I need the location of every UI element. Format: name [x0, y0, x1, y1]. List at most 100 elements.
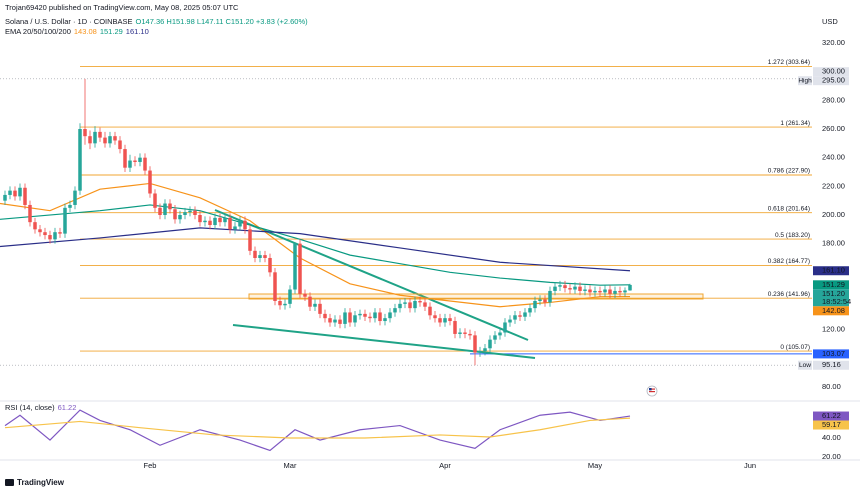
candle-body	[53, 232, 57, 240]
candle-body	[413, 300, 417, 309]
candle-body	[483, 348, 487, 352]
candle-body	[298, 243, 302, 294]
candle-body	[323, 313, 327, 319]
candle-body	[443, 318, 447, 323]
price-tag	[813, 306, 849, 316]
footer: TradingView	[5, 478, 65, 487]
candle-body	[408, 302, 412, 309]
candle-body	[3, 194, 7, 201]
rsi-legend: RSI (14, close) 61.22	[5, 403, 76, 412]
candle-body	[88, 136, 92, 144]
candle-body	[293, 243, 297, 290]
candle-body	[288, 289, 292, 304]
candle-body	[403, 302, 407, 304]
candle-body	[28, 204, 32, 223]
tag-caption: Low	[799, 362, 811, 369]
candle-body	[38, 229, 42, 233]
fib-label: 0 (105.07)	[780, 344, 810, 351]
indicator-value: 151.29	[100, 27, 123, 36]
candle-body	[383, 318, 387, 322]
candle-body	[318, 303, 322, 314]
candle-body	[478, 351, 482, 353]
candle-body	[493, 335, 497, 340]
x-tick-label: Apr	[439, 461, 451, 470]
event-icon-canton	[649, 388, 652, 391]
indicator-legend: EMA 20/50/100/200 143.08 151.29 161.10	[5, 27, 149, 36]
price-tag	[813, 349, 849, 359]
price-tag-label: 151.20	[822, 289, 845, 298]
y-tick-label: 120.00	[822, 325, 845, 334]
candle-body	[573, 286, 577, 290]
candle-body	[158, 207, 162, 215]
candle-body	[98, 131, 102, 138]
event-icon	[646, 385, 658, 397]
countdown: 18:52:54	[822, 297, 851, 306]
candle-body	[283, 303, 287, 306]
y-tick-label: 220.00	[822, 181, 845, 190]
candle-body	[73, 190, 77, 205]
candle-body	[138, 157, 142, 162]
price-tag-label: 103.07	[822, 349, 845, 358]
candle-body	[538, 299, 542, 301]
price-tag-label: 300.00	[822, 67, 845, 76]
candle-body	[468, 333, 472, 336]
price-tag-label: 295.00	[822, 76, 845, 85]
candle-body	[503, 322, 507, 333]
candle-body	[618, 290, 622, 293]
symbol-legend: Solana / U.S. Dollar · 1D · COINBASE O147…	[5, 17, 308, 26]
candle-body	[183, 212, 187, 215]
candle-body	[133, 160, 137, 162]
candle-body	[398, 303, 402, 309]
candle-body	[233, 226, 237, 230]
rsi-tick-label: 20.00	[822, 452, 841, 461]
candle-body	[83, 129, 87, 137]
symbol-title: Solana / U.S. Dollar · 1D · COINBASE	[5, 17, 133, 26]
x-tick-label: Feb	[144, 461, 157, 470]
candle-body	[598, 290, 602, 293]
candle-body	[238, 220, 242, 227]
footer-logo	[5, 479, 14, 486]
tag-caption: High	[798, 77, 812, 84]
candle-body	[253, 250, 257, 258]
candle-body	[603, 289, 607, 293]
y-tick-label: 200.00	[822, 210, 845, 219]
rsi-tag	[813, 411, 849, 421]
candle-body	[258, 255, 262, 258]
candle-body	[448, 318, 452, 322]
candle-body	[363, 313, 367, 317]
candle-body	[218, 217, 222, 223]
candle-body	[578, 286, 582, 291]
candle-body	[368, 316, 372, 319]
candle-body	[278, 300, 282, 306]
y-tick-label: 180.00	[822, 239, 845, 248]
candle-body	[148, 170, 152, 194]
candle-body	[328, 318, 332, 323]
candle-body	[303, 293, 307, 297]
fib-label: 1.272 (303.64)	[768, 59, 810, 66]
published-note: Trojan69420 published on TradingView.com…	[5, 3, 239, 12]
candle-body	[513, 315, 517, 320]
candle-body	[113, 136, 117, 141]
event-icon-stripe	[649, 391, 655, 393]
candle-body	[553, 286, 557, 291]
candle-body	[343, 312, 347, 324]
currency-label: USD	[822, 17, 838, 26]
candle-body	[353, 315, 357, 323]
candle-body	[33, 222, 37, 230]
candle-body	[43, 232, 47, 236]
price-tag-label: 95.16	[822, 360, 841, 369]
ohlc-values: O147.36 H151.98 L147.11 C151.20 +3.83 (+…	[136, 17, 309, 26]
candle-body	[453, 321, 457, 334]
price-tag	[813, 280, 849, 290]
candle-body	[123, 149, 127, 168]
tag-caption-box	[798, 360, 812, 370]
candle-body	[623, 290, 627, 293]
price-tag-label: 142.08	[822, 306, 845, 315]
candle-body	[213, 217, 217, 226]
candle-body	[393, 308, 397, 313]
rsi-tag	[813, 420, 849, 430]
candle-body	[18, 187, 22, 197]
price-tag	[813, 266, 849, 276]
